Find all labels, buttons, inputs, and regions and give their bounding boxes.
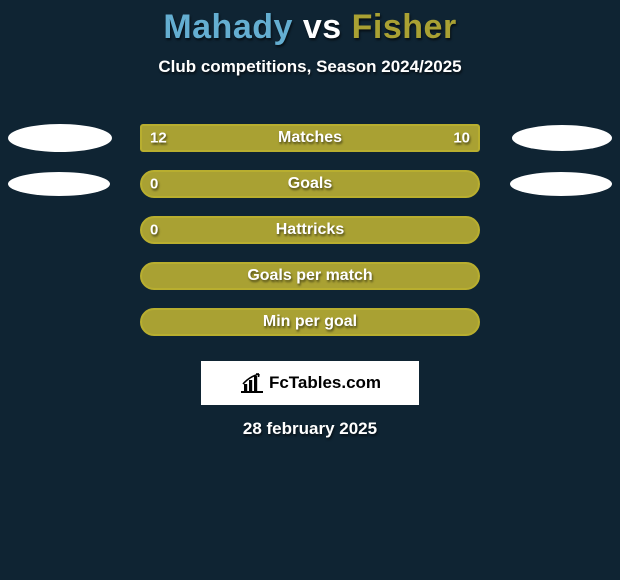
stat-row: 0Hattricks xyxy=(0,207,620,253)
comparison-card: Mahady vs Fisher Club competitions, Seas… xyxy=(0,0,620,580)
stat-rows: 1210Matches0Goals0HattricksGoals per mat… xyxy=(0,115,620,345)
stat-value-right: 10 xyxy=(453,130,470,147)
player2-name: Fisher xyxy=(352,8,457,46)
stat-label: Matches xyxy=(0,129,620,147)
logo-box: FcTables.com xyxy=(201,361,419,405)
page-title: Mahady vs Fisher xyxy=(0,0,620,47)
bar-chart-icon xyxy=(239,372,265,394)
stat-row: Goals per match xyxy=(0,253,620,299)
stat-label: Goals per match xyxy=(0,267,620,285)
vs-label: vs xyxy=(303,8,342,46)
stat-row: Min per goal xyxy=(0,299,620,345)
stat-row: 0Goals xyxy=(0,161,620,207)
stat-row: 12 10Matches xyxy=(0,115,620,161)
logo-text: FcTables.com xyxy=(269,373,381,393)
logo: FcTables.com xyxy=(239,372,381,394)
stat-label: Hattricks xyxy=(0,221,620,239)
stat-value-left: 12 xyxy=(150,130,167,147)
stat-label: Goals xyxy=(0,175,620,193)
date-label: 28 february 2025 xyxy=(0,419,620,439)
stat-value-left: 0 xyxy=(150,222,158,239)
stat-label: Min per goal xyxy=(0,313,620,331)
player1-name: Mahady xyxy=(163,8,293,46)
stat-value-left: 0 xyxy=(150,176,158,193)
subtitle: Club competitions, Season 2024/2025 xyxy=(0,57,620,77)
